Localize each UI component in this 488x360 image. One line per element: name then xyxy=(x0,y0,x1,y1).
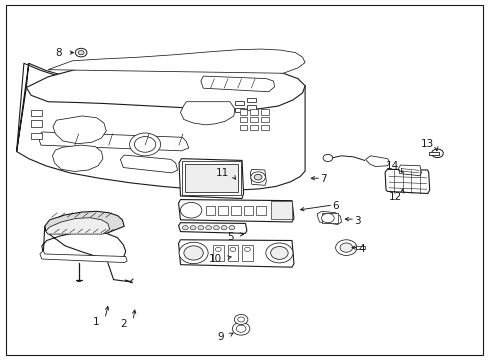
Circle shape xyxy=(134,136,156,152)
Polygon shape xyxy=(385,169,429,194)
Circle shape xyxy=(270,247,287,259)
Polygon shape xyxy=(26,64,305,109)
Polygon shape xyxy=(42,226,125,260)
Text: 14: 14 xyxy=(385,162,398,171)
Polygon shape xyxy=(178,240,293,267)
Bar xyxy=(250,125,258,130)
Polygon shape xyxy=(40,251,127,262)
Bar xyxy=(205,206,215,215)
Circle shape xyxy=(431,149,443,158)
Circle shape xyxy=(244,247,250,252)
Bar xyxy=(239,109,247,114)
Text: 9: 9 xyxy=(217,332,224,342)
Circle shape xyxy=(179,242,208,264)
Bar xyxy=(271,201,291,219)
Text: 4: 4 xyxy=(357,244,364,255)
Circle shape xyxy=(190,226,196,230)
Circle shape xyxy=(335,240,356,256)
Polygon shape xyxy=(398,165,421,176)
Polygon shape xyxy=(365,156,389,166)
Circle shape xyxy=(321,213,333,223)
Text: 11: 11 xyxy=(215,168,228,178)
Bar xyxy=(230,206,240,215)
Circle shape xyxy=(129,133,160,156)
Circle shape xyxy=(265,243,292,263)
Bar xyxy=(182,161,240,195)
Polygon shape xyxy=(179,159,243,198)
Circle shape xyxy=(221,226,226,230)
Polygon shape xyxy=(17,63,29,152)
Polygon shape xyxy=(317,211,341,225)
Polygon shape xyxy=(120,155,177,173)
Bar xyxy=(261,117,268,122)
Bar xyxy=(31,109,42,116)
Polygon shape xyxy=(39,132,188,151)
Bar xyxy=(31,120,42,127)
Bar xyxy=(261,109,268,114)
Polygon shape xyxy=(45,211,124,233)
Text: 10: 10 xyxy=(208,254,221,264)
Text: 2: 2 xyxy=(121,319,127,329)
Bar xyxy=(250,109,258,114)
Bar xyxy=(213,245,223,261)
Polygon shape xyxy=(180,102,234,125)
Bar xyxy=(239,125,247,130)
Circle shape xyxy=(78,50,84,55)
Bar xyxy=(246,98,255,103)
Circle shape xyxy=(205,226,211,230)
Polygon shape xyxy=(201,76,274,92)
Polygon shape xyxy=(53,116,106,144)
Bar xyxy=(322,213,337,224)
Circle shape xyxy=(232,322,249,335)
Bar xyxy=(246,105,255,109)
Polygon shape xyxy=(178,199,293,222)
Text: 12: 12 xyxy=(388,192,402,202)
Circle shape xyxy=(228,226,234,230)
Text: 5: 5 xyxy=(227,232,233,242)
Text: 3: 3 xyxy=(353,216,360,226)
Text: 7: 7 xyxy=(320,174,326,184)
Bar xyxy=(256,206,265,215)
Bar xyxy=(218,206,227,215)
Polygon shape xyxy=(250,169,266,185)
Bar xyxy=(234,101,243,105)
Circle shape xyxy=(180,202,202,218)
Bar xyxy=(243,206,253,215)
Text: 8: 8 xyxy=(56,48,62,58)
Bar xyxy=(234,108,243,112)
Circle shape xyxy=(250,172,265,183)
Text: 6: 6 xyxy=(332,201,338,211)
Circle shape xyxy=(75,48,87,57)
Circle shape xyxy=(229,247,235,252)
Circle shape xyxy=(323,154,332,162)
Bar xyxy=(31,133,42,139)
Bar xyxy=(261,125,268,130)
Circle shape xyxy=(234,315,247,324)
Bar xyxy=(250,117,258,122)
Circle shape xyxy=(237,317,244,322)
Bar xyxy=(227,245,238,261)
Polygon shape xyxy=(26,63,305,109)
Circle shape xyxy=(182,226,188,230)
Bar xyxy=(428,152,439,155)
Polygon shape xyxy=(48,49,305,73)
Circle shape xyxy=(236,325,245,332)
Polygon shape xyxy=(178,223,246,233)
Polygon shape xyxy=(45,218,109,234)
Circle shape xyxy=(183,246,203,260)
Bar xyxy=(242,245,252,261)
Bar xyxy=(185,164,237,193)
Circle shape xyxy=(339,243,352,252)
Text: 13: 13 xyxy=(421,139,434,149)
Circle shape xyxy=(198,226,203,230)
Polygon shape xyxy=(17,63,305,190)
Bar xyxy=(239,117,247,122)
Circle shape xyxy=(254,174,262,180)
Bar xyxy=(355,246,364,249)
Polygon shape xyxy=(52,145,102,171)
Circle shape xyxy=(213,226,219,230)
Text: 1: 1 xyxy=(92,317,99,327)
Circle shape xyxy=(215,247,221,252)
